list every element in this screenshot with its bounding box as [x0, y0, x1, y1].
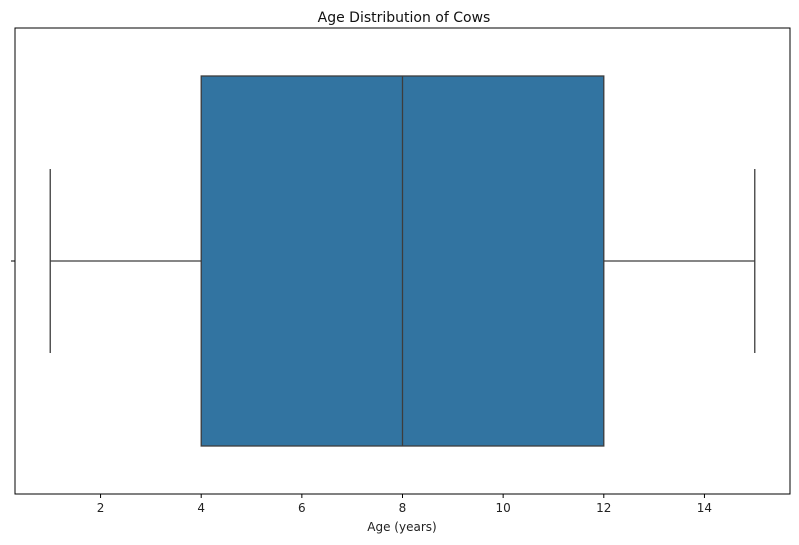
x-axis-label: Age (years) — [367, 520, 436, 534]
x-tick-label: 10 — [496, 501, 511, 515]
x-axis-ticks: 2 4 6 8 10 12 14 — [97, 494, 712, 515]
x-tick-label: 6 — [298, 501, 306, 515]
chart-title: Age Distribution of Cows — [318, 10, 491, 26]
x-tick-label: 14 — [697, 501, 712, 515]
x-tick-label: 12 — [596, 501, 611, 515]
x-tick-label: 8 — [399, 501, 407, 515]
x-tick-label: 4 — [197, 501, 205, 515]
box-plot — [49, 75, 756, 447]
x-tick-label: 2 — [97, 501, 105, 515]
